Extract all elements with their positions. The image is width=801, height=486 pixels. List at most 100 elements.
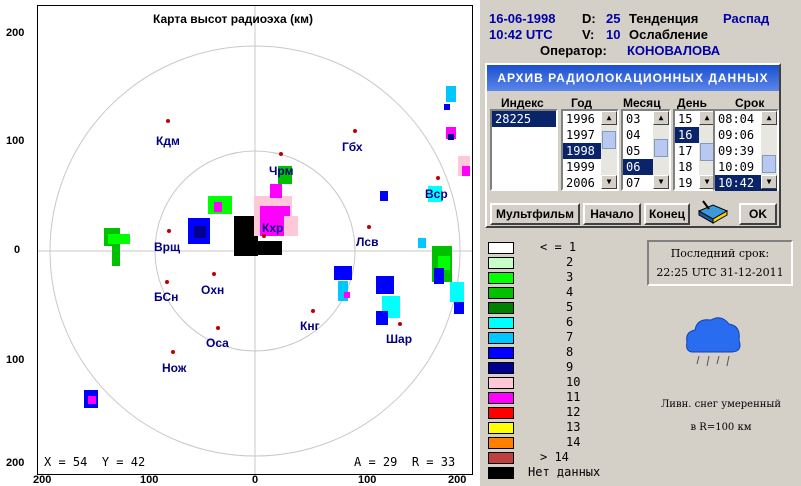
start-button[interactable]: Начало	[583, 203, 641, 225]
multfilm-button[interactable]: Мультфильм	[490, 203, 580, 225]
scroll-thumb[interactable]	[700, 143, 714, 161]
city-label: Гбх	[342, 140, 363, 154]
city-label: Охн	[201, 283, 225, 297]
month-scrollbar[interactable]: ▲ ▼	[653, 111, 669, 189]
term-item[interactable]: 10:09	[718, 160, 755, 174]
echo-cell	[194, 226, 206, 238]
echo-cell	[270, 184, 282, 198]
month-item[interactable]: 05	[626, 144, 641, 158]
echo-cell	[428, 186, 442, 202]
day-item[interactable]: 15	[678, 112, 693, 126]
city-label: Шар	[386, 332, 413, 346]
echo-cell	[438, 256, 450, 270]
radar-map[interactable]: Кдм Гбх Чрм Вср Врщ Лсв БСн Охн Кнг Шар Оса Нож Кхр …	[37, 5, 473, 475]
legend-swatch	[488, 257, 514, 269]
last-term-box: Последний срок: 22:25 UTC 31-12-2011	[647, 240, 793, 286]
month-item[interactable]: 03	[626, 112, 641, 126]
scroll-up-icon[interactable]: ▲	[653, 111, 669, 125]
day-scrollbar[interactable]: ▲ ▼	[699, 111, 715, 189]
day-item[interactable]: 17	[678, 144, 693, 158]
legend-label: 3	[566, 270, 574, 284]
y-tick: 100	[6, 135, 25, 147]
legend-label: 5	[566, 300, 574, 314]
year-item[interactable]: 1999	[566, 160, 595, 174]
ok-button[interactable]: OK	[739, 203, 777, 225]
echo-cell	[376, 276, 394, 294]
legend-label: 14	[566, 435, 581, 449]
year-item[interactable]: 1997	[566, 128, 595, 142]
term-item[interactable]: 09:39	[718, 144, 755, 158]
term-item[interactable]: 09:06	[718, 128, 755, 142]
echo-cell	[434, 268, 444, 284]
echo-cell	[278, 166, 292, 184]
map-title: Карта высот радиоэха (км)	[153, 12, 313, 26]
echo-cell	[334, 266, 352, 280]
scroll-up-icon[interactable]: ▲	[761, 111, 777, 125]
archive-title: АРХИВ РАДИОЛОКАЦИОННЫХ ДАННЫХ	[487, 65, 779, 91]
legend-swatch	[488, 377, 514, 389]
y-tick: 0	[14, 244, 21, 256]
year-item[interactable]: 1996	[566, 112, 595, 126]
echo-cell	[284, 216, 298, 236]
echo-cell	[88, 396, 96, 404]
index-item[interactable]: 28225	[492, 111, 556, 127]
term-scrollbar[interactable]: ▲ ▼	[761, 111, 777, 189]
city-label: Врщ	[154, 240, 181, 254]
city-label: Нож	[162, 361, 187, 375]
y-tick-top: 200	[6, 27, 25, 39]
last-term-value: 22:25 UTC 31-12-2011	[656, 266, 784, 279]
month-list[interactable]: 03 04 05 06 07 ▲ ▼	[621, 109, 671, 191]
day-item[interactable]: 19	[678, 176, 693, 190]
day-item[interactable]: 18	[678, 160, 693, 174]
city-marker	[167, 229, 171, 233]
city-label: Кдм	[156, 134, 180, 148]
city-marker	[166, 119, 170, 123]
cursor-ar-readout: A = 29 R = 33	[354, 455, 456, 469]
radar-echoes	[84, 86, 470, 408]
echo-cell	[214, 202, 222, 212]
scroll-thumb[interactable]	[654, 139, 668, 157]
term-list[interactable]: 08:04 09:06 09:39 10:09 10:42 ▲ ▼	[713, 109, 779, 191]
end-button[interactable]: Конец	[644, 203, 690, 225]
echo-cell	[238, 241, 282, 255]
archive-book-icon[interactable]	[695, 199, 731, 227]
cursor-xy-readout: X = 54 Y = 42	[44, 455, 146, 469]
legend-swatch	[488, 422, 514, 434]
month-item[interactable]: 07	[626, 176, 641, 190]
city-marker	[398, 322, 402, 326]
city-label: Чрм	[269, 164, 294, 178]
legend-swatch	[488, 317, 514, 329]
day-list[interactable]: 15 16 17 18 19 ▲ ▼	[673, 109, 717, 191]
echo-cell	[108, 234, 130, 244]
scroll-down-icon[interactable]: ▼	[601, 175, 617, 189]
date-value: 16-06-1998	[489, 11, 556, 26]
city-marker	[165, 280, 169, 284]
scroll-thumb[interactable]	[762, 155, 776, 173]
scroll-thumb[interactable]	[602, 131, 616, 149]
scroll-up-icon[interactable]: ▲	[601, 111, 617, 125]
month-item[interactable]: 04	[626, 128, 641, 142]
month-header: Месяц	[623, 96, 661, 110]
year-item[interactable]: 2006	[566, 176, 595, 190]
index-list[interactable]: 28225	[490, 109, 558, 191]
snow-shower-icon	[683, 312, 743, 372]
v-label: V:	[582, 27, 595, 42]
echo-cell	[444, 104, 450, 110]
year-list[interactable]: 1996 1997 1998 1999 2006 ▲ ▼	[561, 109, 619, 191]
legend-label: 7	[566, 330, 574, 344]
term-item[interactable]: 08:04	[718, 112, 755, 126]
scroll-down-icon[interactable]: ▼	[761, 175, 777, 189]
weather-range: в R=100 км	[690, 422, 752, 433]
index-header: Индекс	[501, 96, 544, 110]
x-tick: 200	[448, 474, 467, 486]
scroll-down-icon[interactable]: ▼	[653, 175, 669, 189]
legend-swatch	[488, 362, 514, 374]
legend-swatch	[488, 332, 514, 344]
city-marker	[262, 234, 266, 238]
legend-label: > 14	[540, 450, 569, 464]
time-value: 10:42 UTC	[489, 27, 553, 42]
legend-swatch	[488, 467, 514, 479]
v-value: 10	[606, 27, 621, 42]
year-scrollbar[interactable]: ▲ ▼	[601, 111, 617, 189]
echo-cell	[450, 282, 464, 302]
